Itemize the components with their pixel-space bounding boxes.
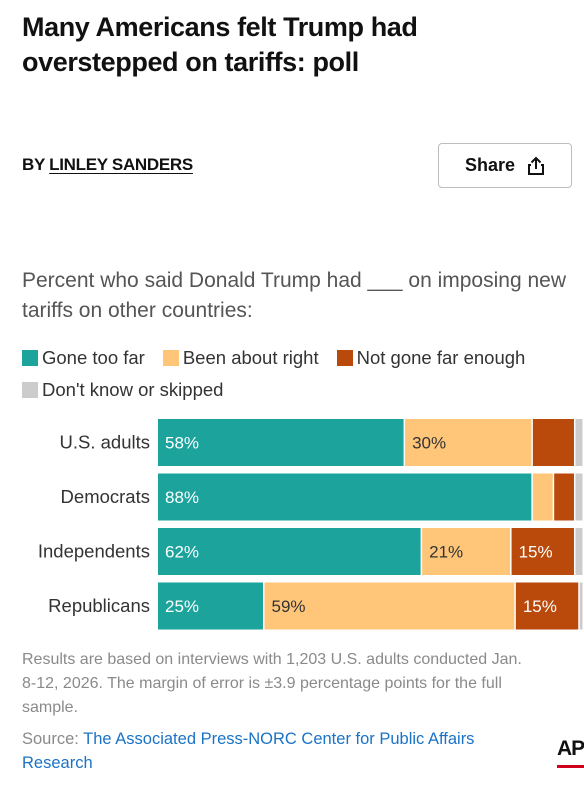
author-link[interactable]: LINLEY SANDERS [49, 155, 193, 174]
data-label: 62% [165, 543, 199, 562]
bar-segment [515, 582, 579, 630]
methodology-note: Results are based on interviews with 1,2… [22, 651, 522, 716]
data-label: 88% [165, 488, 199, 507]
bar-segment [575, 473, 583, 521]
bar-segment [422, 528, 511, 575]
ap-logo-text: AP [557, 737, 584, 760]
legend-item: Been about right [162, 345, 319, 371]
bar-segment [575, 528, 583, 575]
category-label: Republicans [48, 595, 150, 616]
data-label: 15% [523, 597, 557, 616]
stacked-bar-chart: U.S. adults 58% 30% Democrats 88% Independent… [38, 419, 583, 630]
legend-label: Been about right [182, 347, 319, 368]
ap-logo: AP [557, 737, 584, 768]
chart-title: Percent who said Donald Trump had ___ on… [22, 269, 566, 322]
share-button[interactable]: Share [438, 143, 572, 188]
bar-segment [532, 473, 553, 521]
byline-prefix: BY [22, 155, 45, 174]
legend-swatch [22, 382, 38, 398]
source-link[interactable]: The Associated Press-NORC Center for Pub… [22, 730, 475, 772]
legend-label: Not gone far enough [356, 347, 526, 368]
bar-segment [532, 419, 574, 466]
bar-segment [554, 473, 574, 521]
data-label: 15% [519, 543, 553, 562]
category-label: U.S. adults [60, 432, 151, 453]
bar-segment [511, 528, 574, 575]
legend-item: Not gone far enough [336, 345, 526, 371]
byline: BY LINLEY SANDERS [22, 155, 193, 175]
bar-segment [158, 473, 532, 521]
source-line: Source: The Associated Press-NORC Center… [22, 727, 532, 775]
data-label: 21% [429, 543, 463, 562]
legend-item: Gone too far [22, 345, 145, 371]
bar-segment [158, 528, 421, 575]
source-prefix: Source: [22, 730, 79, 748]
bar-segment [264, 582, 515, 630]
legend-swatch [162, 350, 179, 366]
bar-segment [405, 419, 532, 466]
bar-segment [575, 419, 583, 466]
data-label: 58% [165, 434, 199, 453]
data-label: 59% [272, 597, 306, 616]
legend-swatch [22, 350, 38, 366]
ap-logo-rule [557, 765, 584, 768]
share-label: Share [464, 155, 516, 175]
legend-label: Gone too far [42, 347, 145, 368]
headline: Many Americans felt Trump had oversteppe… [22, 12, 418, 77]
bar-segment [158, 419, 404, 466]
legend-swatch [336, 350, 353, 366]
bar-segment [158, 582, 263, 630]
data-label: 30% [412, 434, 446, 453]
data-label: 25% [165, 597, 199, 616]
share-icon [527, 156, 545, 176]
legend-label: Don't know or skipped [42, 379, 224, 400]
chart-legend: Gone too far Been about right Not gone far… [22, 345, 584, 403]
bar-segment [579, 582, 583, 630]
category-label: Democrats [61, 486, 150, 507]
category-label: Independents [38, 541, 150, 562]
legend-item: Don't know or skipped [22, 377, 223, 403]
